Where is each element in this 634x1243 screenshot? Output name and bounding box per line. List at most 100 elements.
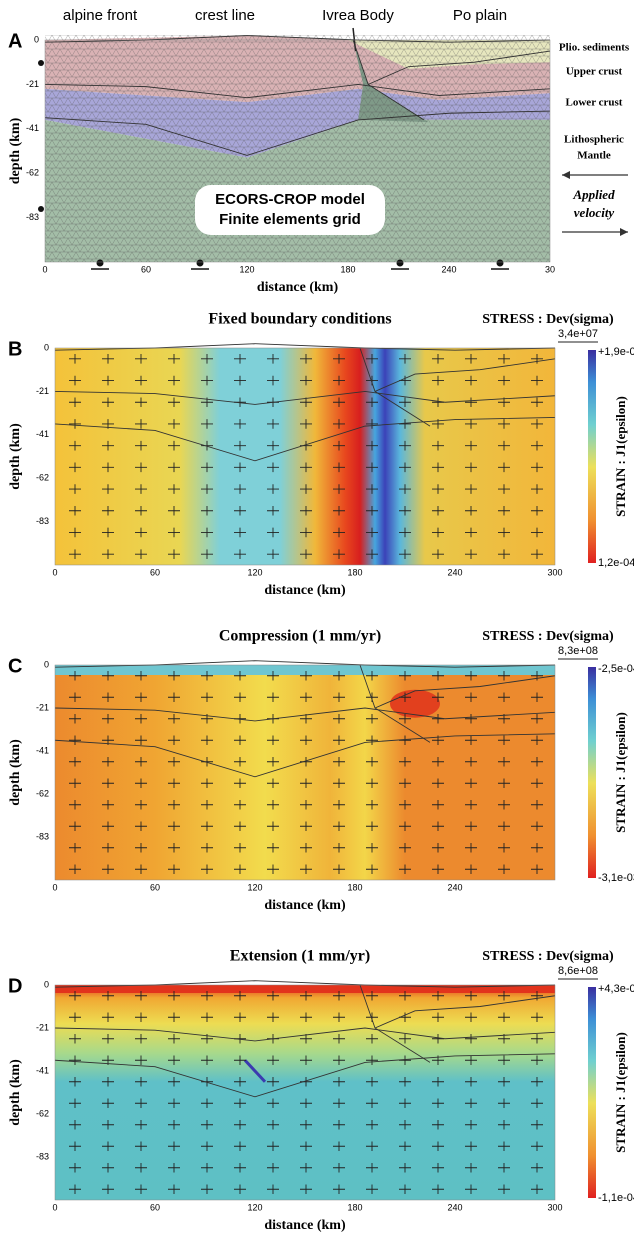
colorbar-max: +1,9e-04	[598, 346, 634, 358]
boundary-line	[374, 675, 556, 709]
stress-cross	[267, 1119, 279, 1130]
stress-cross	[498, 1141, 510, 1152]
stress-cross	[69, 864, 81, 875]
stress-cross	[399, 484, 411, 494]
stress-cross	[135, 821, 147, 832]
stress-cross	[102, 670, 114, 681]
stress-cross	[465, 842, 477, 853]
stress-cross	[465, 1033, 477, 1044]
stress-cross	[465, 799, 477, 810]
stress-cross	[135, 756, 147, 767]
stress-cross	[267, 692, 279, 703]
boundary-line	[374, 995, 556, 1029]
stress-cross	[300, 1098, 312, 1109]
stress-cross	[465, 990, 477, 1001]
stress-cross	[234, 375, 246, 386]
stress-cross	[465, 670, 477, 681]
stress-cross	[267, 735, 279, 746]
stress-cross	[267, 505, 279, 516]
stress-cross	[531, 375, 543, 386]
stress-cross	[300, 713, 312, 724]
stress-cross	[102, 756, 114, 767]
stress-cross	[531, 735, 543, 746]
y-tick-label: 0	[44, 979, 49, 989]
x-tick-label: 60	[150, 1202, 160, 1212]
x-tick-label: 0	[52, 882, 57, 892]
stress-cross	[135, 1162, 147, 1173]
stress-cross	[498, 484, 510, 494]
stress-cross	[300, 1055, 312, 1066]
y-tick-label: -83	[36, 1151, 49, 1161]
stress-cross	[531, 1012, 543, 1023]
colorbar	[588, 350, 596, 563]
stress-cross	[234, 419, 246, 429]
y-tick-label: -21	[36, 386, 49, 396]
boundary-line	[54, 1027, 556, 1042]
stress-cross	[333, 484, 345, 494]
stress-cross	[267, 440, 279, 451]
stress-cross	[201, 527, 213, 538]
x-tick-label: 240	[441, 264, 456, 274]
stress-cross	[366, 484, 378, 494]
stress-cross	[135, 799, 147, 810]
stress-cross	[267, 527, 279, 538]
panel-letter: B	[8, 338, 22, 360]
stress-cross	[399, 842, 411, 853]
stress-cross	[300, 1184, 312, 1195]
stress-cross	[366, 799, 378, 810]
stress-cross	[135, 735, 147, 746]
stress-cross	[168, 440, 180, 451]
stress-cross	[168, 354, 180, 364]
stress-cross	[531, 527, 543, 538]
stress-cross	[333, 799, 345, 810]
stress-cross	[201, 1119, 213, 1130]
stress-cross	[69, 990, 81, 1001]
panel-letter: C	[8, 655, 22, 677]
colorbar-max: -2,5e-04	[598, 663, 634, 675]
stress-cross	[432, 778, 444, 789]
stress-cross	[135, 375, 147, 386]
stress-cross	[234, 527, 246, 538]
stress-cross	[168, 1184, 180, 1195]
y-tick-label: -62	[36, 473, 49, 483]
stress-cross	[234, 821, 246, 832]
stress-cross	[300, 1162, 312, 1173]
stress-cross	[498, 1098, 510, 1109]
y-tick-label: -62	[36, 1108, 49, 1118]
stress-cross	[201, 692, 213, 703]
stress-cross	[102, 864, 114, 875]
stress-cross	[432, 842, 444, 853]
stress-cross	[267, 1141, 279, 1152]
y-axis-label: depth (km)	[8, 1059, 23, 1126]
station	[396, 259, 404, 267]
stress-cross	[168, 1033, 180, 1044]
stress-cross	[300, 354, 312, 364]
stress-cross	[234, 990, 246, 1001]
stress-cross	[201, 864, 213, 875]
stress-cross	[333, 505, 345, 516]
plot-frame	[44, 39, 551, 263]
stress-cross	[498, 549, 510, 559]
stress-cross	[333, 375, 345, 386]
stress-cross	[498, 990, 510, 1001]
y-tick-label: 0	[34, 34, 39, 44]
stress-cross	[135, 440, 147, 451]
x-tick-label: 120	[247, 1202, 262, 1212]
stress-cross	[168, 549, 180, 559]
stress-cross	[333, 549, 345, 559]
top-label: Po plain	[453, 7, 507, 24]
stress-cross	[135, 692, 147, 703]
stress-cross	[234, 735, 246, 746]
stress-cross	[333, 1162, 345, 1173]
stress-cross	[267, 1162, 279, 1173]
panel-title: Fixed boundary conditions	[208, 311, 391, 328]
stress-cross	[267, 778, 279, 789]
stress-cross	[135, 1033, 147, 1044]
stress-cross	[531, 505, 543, 516]
stress-cross	[498, 1076, 510, 1087]
x-tick-label: 120	[239, 264, 254, 274]
stress-cross	[69, 1098, 81, 1109]
stress-cross	[201, 419, 213, 429]
stress-cross	[366, 842, 378, 853]
stress-cross	[201, 440, 213, 451]
